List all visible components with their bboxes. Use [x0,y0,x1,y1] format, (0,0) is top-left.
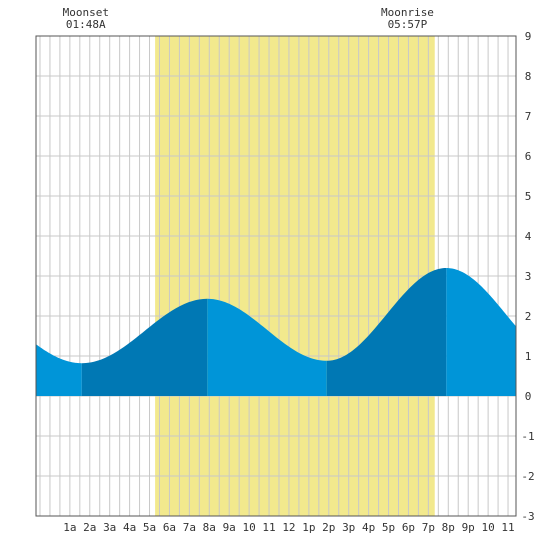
falling-tide-segment [36,344,82,396]
y-tick-label: 4 [525,230,532,243]
moonrise-time: 05:57P [388,18,428,31]
x-tick-label: 2p [322,521,335,534]
y-tick-label: 6 [525,150,532,163]
y-tick-label: -1 [521,430,534,443]
y-tick-label: -3 [521,510,534,523]
falling-tide-segment [207,298,327,396]
moonset-time: 01:48A [66,18,106,31]
x-tick-label: 7p [422,521,435,534]
x-tick-label: 12 [282,521,295,534]
x-tick-label: 9p [462,521,475,534]
y-tick-label: 7 [525,110,532,123]
x-tick-label: 1a [63,521,76,534]
x-tick-label: 10 [242,521,255,534]
y-axis-labels: -3 -2 -1 0 1 2 3 4 5 6 7 8 9 [521,30,534,523]
y-tick-label: 9 [525,30,532,43]
x-tick-label: 5a [143,521,156,534]
x-tick-label: 3p [342,521,355,534]
x-tick-label: 7a [183,521,196,534]
moonset-label: Moonset [63,6,109,19]
x-tick-label: 9a [223,521,236,534]
x-tick-label: 4p [362,521,375,534]
y-tick-label: 5 [525,190,532,203]
x-tick-label: 11 [501,521,514,534]
y-tick-label: 2 [525,310,532,323]
y-tick-label: -2 [521,470,534,483]
x-tick-label: 4a [123,521,136,534]
x-tick-label: 6a [163,521,176,534]
x-tick-label: 8p [442,521,455,534]
x-tick-label: 5p [382,521,395,534]
x-tick-label: 8a [203,521,216,534]
falling-tide-segment [446,268,516,396]
y-tick-label: 8 [525,70,532,83]
plot-frame [35,35,517,517]
x-tick-label: 3a [103,521,116,534]
rising-tide-segment [81,298,208,396]
x-tick-label: 2a [83,521,96,534]
tide-area [36,268,516,396]
y-tick-label: 0 [525,390,532,403]
y-tick-label: 1 [525,350,532,363]
x-tick-label: 1p [302,521,315,534]
moonrise-label: Moonrise [381,6,434,19]
x-tick-label: 6p [402,521,415,534]
y-tick-label: 3 [525,270,532,283]
rising-tide-segment [326,268,447,396]
x-tick-label: 11 [262,521,275,534]
x-axis-labels: 1a 2a 3a 4a 5a 6a 7a 8a 9a 10 11 12 1p 2p 3p 4p 5p 6p 7p 8p… [63,521,514,534]
x-tick-label: 10 [481,521,494,534]
